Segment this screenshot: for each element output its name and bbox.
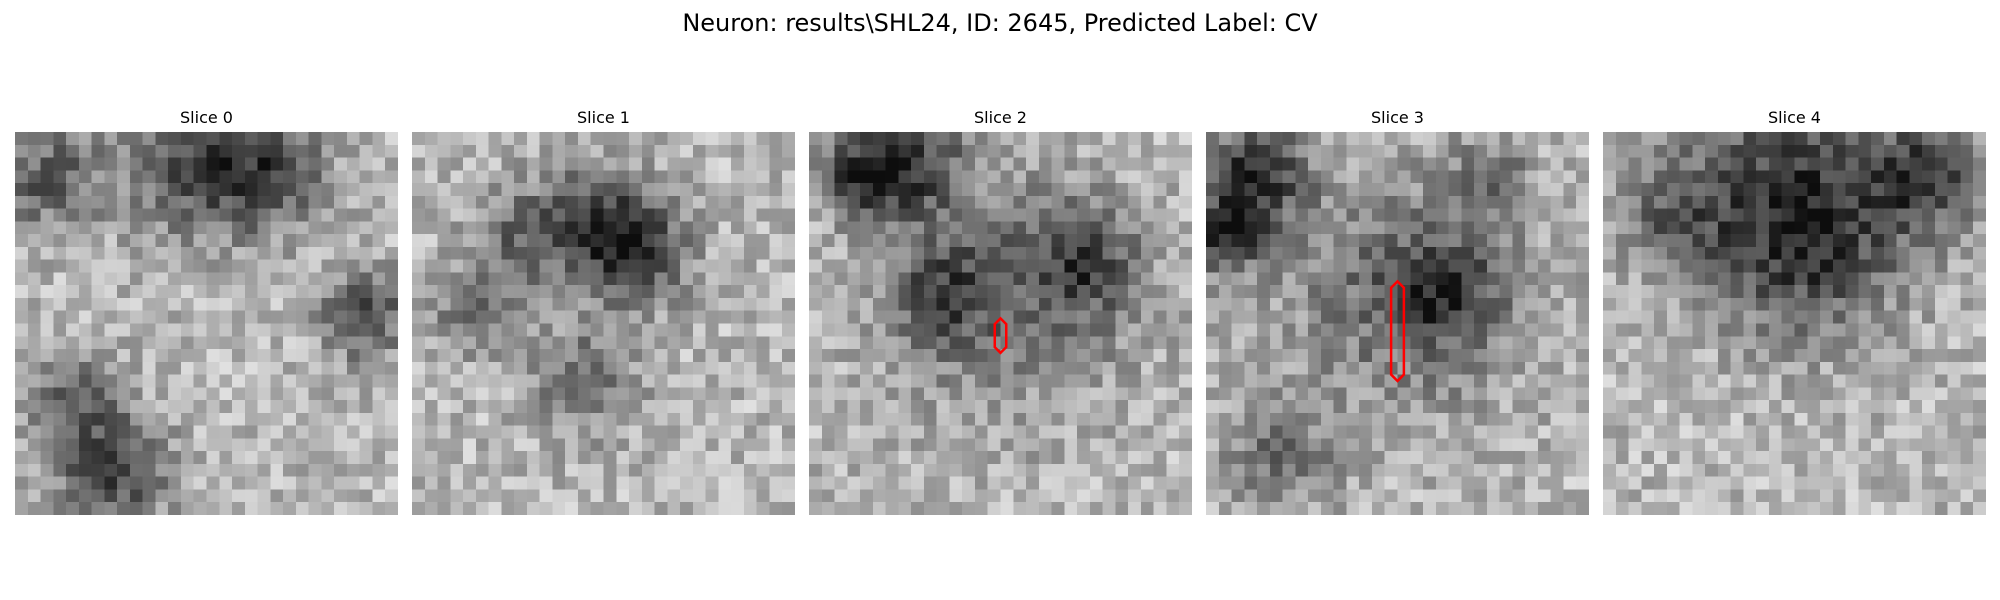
- slice-title-0: Slice 0: [180, 108, 233, 127]
- roi-contour: [993, 316, 1008, 355]
- slice-canvas-2: [809, 132, 1192, 515]
- slice-canvas-1: [412, 132, 795, 515]
- slice-image-1: [412, 132, 795, 515]
- roi-overlay-0: [15, 132, 398, 515]
- slice-image-2: [809, 132, 1192, 515]
- roi-contour: [1389, 279, 1406, 383]
- slice-title-1: Slice 1: [577, 108, 630, 127]
- slice-panel-2: Slice 2: [809, 108, 1192, 515]
- slice-panel-0: Slice 0: [15, 108, 398, 515]
- roi-overlay-3: [1389, 279, 1406, 383]
- slice-image-0: [15, 132, 398, 515]
- slice-panel-4: Slice 4: [1603, 108, 1986, 515]
- slice-image-3: [1206, 132, 1589, 515]
- roi-overlay-2: [993, 316, 1008, 355]
- slice-canvas-0: [15, 132, 398, 515]
- slice-image-4: [1603, 132, 1986, 515]
- slice-title-4: Slice 4: [1768, 108, 1821, 127]
- roi-overlay-4: [1603, 132, 1986, 515]
- slice-panel-1: Slice 1: [412, 108, 795, 515]
- slice-panel-3: Slice 3: [1206, 108, 1589, 515]
- slice-title-3: Slice 3: [1371, 108, 1424, 127]
- slice-canvas-3: [1206, 132, 1589, 515]
- figure-title: Neuron: results\SHL24, ID: 2645, Predict…: [682, 9, 1318, 37]
- roi-overlay-1: [412, 132, 795, 515]
- slice-canvas-4: [1603, 132, 1986, 515]
- slice-title-2: Slice 2: [974, 108, 1027, 127]
